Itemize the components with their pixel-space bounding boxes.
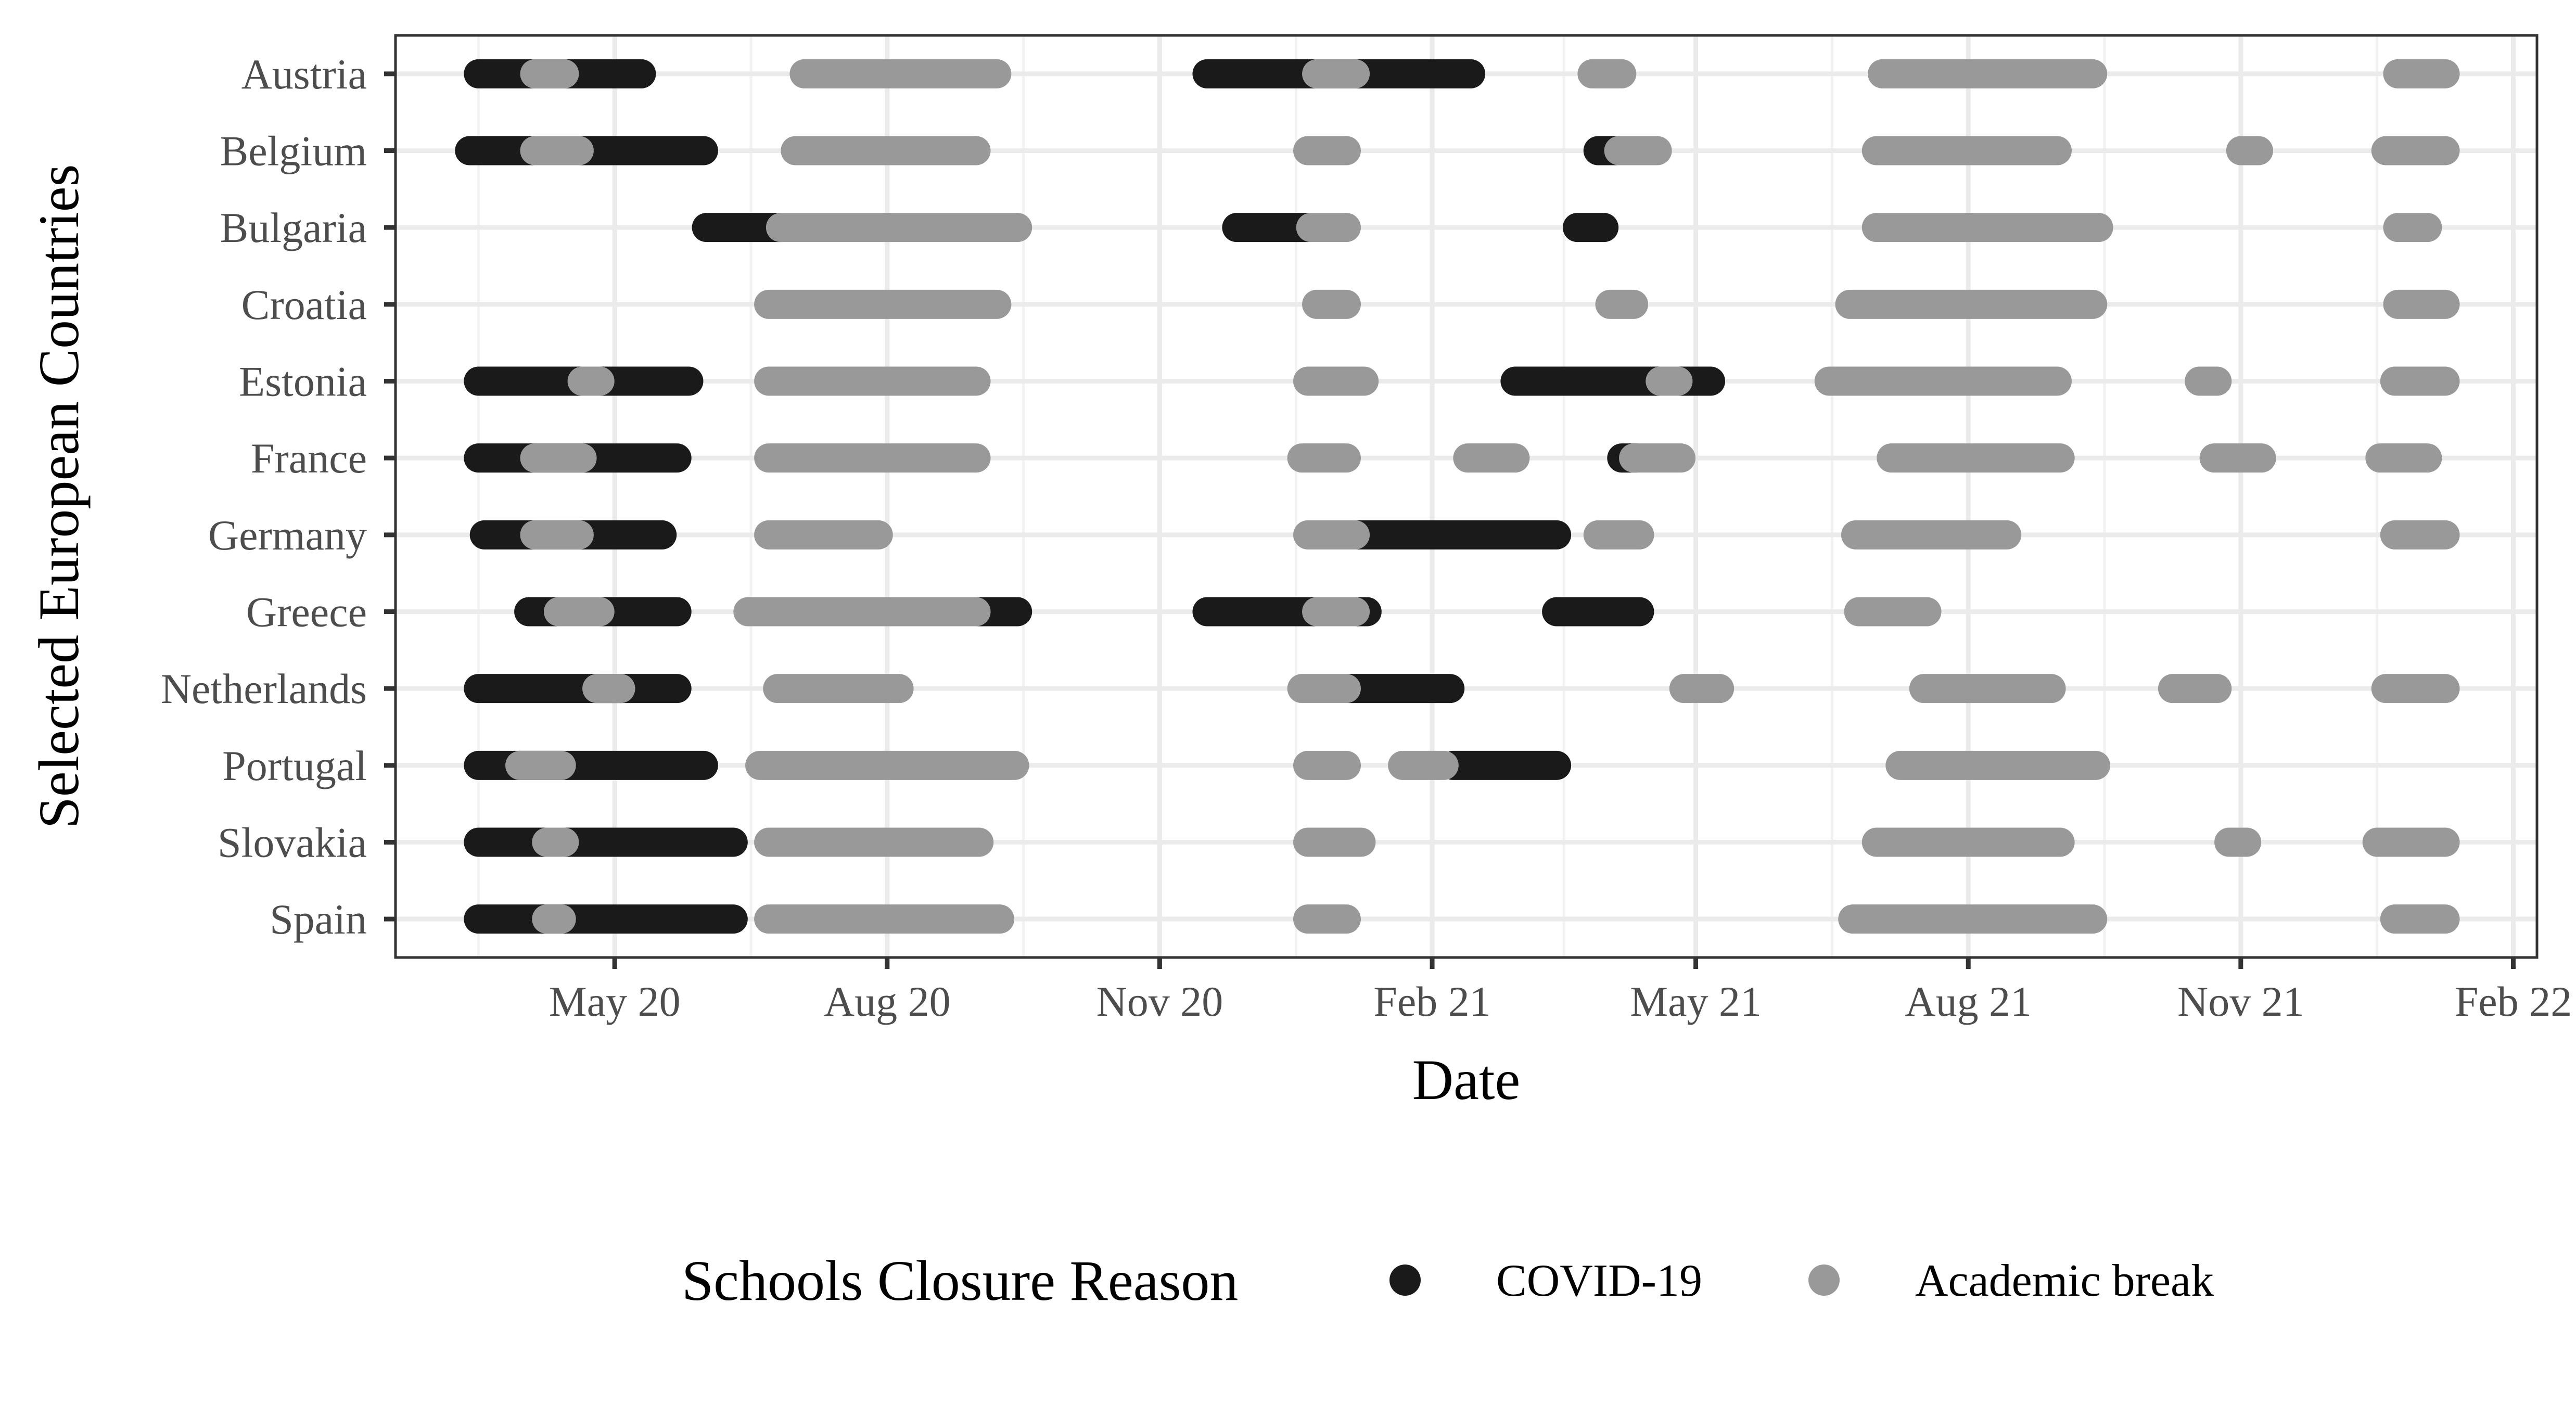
x-tick-label: May 21 <box>1630 978 1762 1025</box>
x-tick-label: Feb 22 <box>2455 978 2572 1025</box>
y-tick-label: Bulgaria <box>220 204 367 251</box>
y-tick-label: Germany <box>208 512 367 559</box>
y-tick-label: Slovakia <box>218 819 367 866</box>
y-tick-label: Portugal <box>222 742 367 789</box>
x-tick-label: Feb 21 <box>1373 978 1491 1025</box>
y-tick-label: Netherlands <box>161 665 367 712</box>
legend: Schools Closure Reason COVID-19 Academic… <box>682 1249 2214 1312</box>
legend-label-academic-break: Academic break <box>1915 1256 2214 1306</box>
legend-key-academic-break <box>1808 1264 1840 1296</box>
y-tick-label: France <box>251 435 367 482</box>
y-axis-title: Selected European Countries <box>27 164 91 829</box>
grid-minor <box>477 35 2379 957</box>
y-tick-label: Spain <box>270 896 367 943</box>
legend-label-covid: COVID-19 <box>1496 1256 1702 1306</box>
x-tick-label: Aug 20 <box>824 978 951 1025</box>
y-tick-label: Austria <box>241 50 367 98</box>
panel-border <box>394 34 2539 959</box>
x-axis: May 20 Aug 20 Nov 20 Feb 21 May 21 Aug 21 Nov … <box>549 957 2572 1025</box>
x-tick-label: Nov 20 <box>1096 978 1223 1025</box>
legend-title: Schools Closure Reason <box>682 1249 1238 1312</box>
y-axis: Austria Belgium Bulgaria Croatia Estonia Fran… <box>161 50 396 943</box>
x-tick-label: Aug 21 <box>1905 978 2032 1025</box>
y-tick-label: Croatia <box>241 281 367 328</box>
y-tick-label: Belgium <box>220 127 367 175</box>
x-tick-label: Nov 21 <box>2177 978 2304 1025</box>
closure-bars <box>455 59 2460 934</box>
y-tick-label: Estonia <box>239 358 367 405</box>
x-tick-label: May 20 <box>549 978 681 1025</box>
x-axis-title: Date <box>1412 1048 1521 1112</box>
legend-key-covid <box>1389 1264 1421 1296</box>
y-tick-label: Greece <box>246 589 367 636</box>
